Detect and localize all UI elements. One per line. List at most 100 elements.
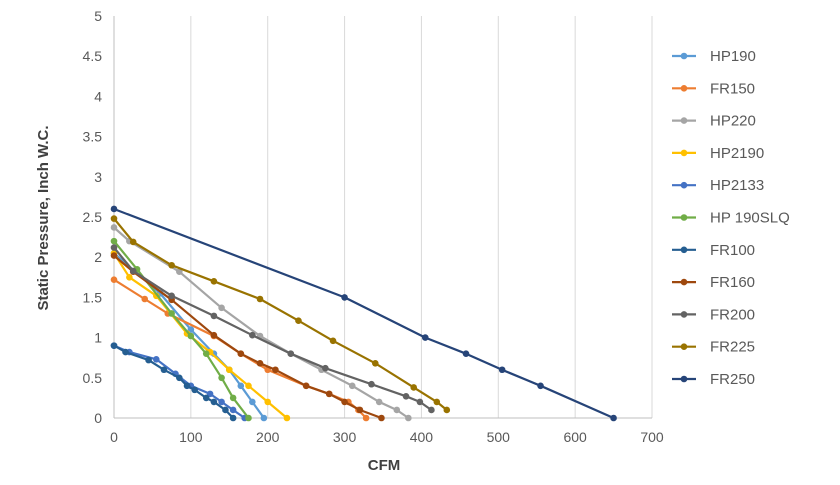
data-point bbox=[160, 366, 168, 374]
data-point bbox=[168, 292, 175, 300]
data-point bbox=[295, 317, 302, 325]
y-tick-label: 3.5 bbox=[83, 129, 103, 145]
data-point bbox=[245, 414, 252, 422]
data-point bbox=[202, 394, 210, 402]
data-point bbox=[210, 331, 218, 339]
legend-swatch-marker bbox=[680, 85, 688, 92]
legend-label: HP2190 bbox=[710, 145, 764, 162]
data-point bbox=[245, 382, 252, 390]
data-point bbox=[229, 406, 237, 414]
legend-item-hp2190: HP2190 bbox=[672, 145, 764, 162]
series-fr250 bbox=[110, 205, 617, 422]
data-point bbox=[210, 398, 218, 406]
data-point bbox=[210, 278, 218, 285]
data-point bbox=[176, 268, 183, 275]
series-line-fr225 bbox=[113, 217, 448, 411]
legend-swatch-marker bbox=[680, 181, 688, 189]
data-point bbox=[218, 374, 225, 382]
legend-label: HP190 bbox=[710, 48, 756, 65]
legend-item-fr200: FR200 bbox=[672, 306, 755, 323]
data-point bbox=[129, 267, 137, 275]
legend-label: HP 190SLQ bbox=[710, 210, 790, 227]
series-hp2190 bbox=[110, 249, 291, 422]
legend-swatch-marker bbox=[680, 311, 688, 318]
data-point bbox=[375, 398, 383, 406]
data-point bbox=[302, 382, 310, 390]
legend-item-hp190: HP190 bbox=[672, 48, 756, 65]
data-point bbox=[410, 384, 418, 391]
legend: HP190 FR150 HP220 HP2190 HP2133 HP 190SLQ FR10… bbox=[672, 48, 790, 388]
data-point bbox=[126, 274, 133, 281]
legend-swatch-marker bbox=[680, 214, 688, 221]
data-point bbox=[416, 398, 424, 406]
x-tick-label: 200 bbox=[256, 429, 280, 445]
legend-label: FR150 bbox=[710, 80, 755, 97]
data-point bbox=[498, 366, 506, 374]
x-axis-title: CFM bbox=[368, 457, 401, 474]
data-point bbox=[348, 382, 356, 390]
data-point bbox=[256, 360, 264, 367]
data-point bbox=[225, 366, 233, 374]
data-point bbox=[110, 224, 118, 231]
data-point bbox=[129, 238, 137, 246]
data-point bbox=[325, 390, 333, 398]
data-point bbox=[287, 350, 295, 357]
series-layer bbox=[110, 205, 617, 422]
data-point bbox=[168, 261, 175, 269]
data-point bbox=[329, 337, 337, 345]
data-point bbox=[421, 334, 429, 341]
legend-swatch-marker bbox=[680, 117, 688, 124]
data-point bbox=[110, 252, 118, 259]
data-point bbox=[362, 414, 370, 422]
data-point bbox=[229, 414, 237, 422]
data-point bbox=[202, 350, 210, 357]
x-tick-label: 300 bbox=[333, 429, 357, 445]
data-point bbox=[237, 382, 245, 390]
legend-swatch-marker bbox=[680, 149, 688, 157]
data-point bbox=[152, 356, 160, 363]
legend-item-fr150: FR150 bbox=[672, 80, 755, 97]
data-point bbox=[264, 398, 272, 406]
x-tick-label: 600 bbox=[563, 429, 587, 445]
data-point bbox=[378, 414, 385, 422]
data-point bbox=[356, 406, 364, 414]
y-tick-label: 4 bbox=[94, 88, 102, 104]
tick-layer: 0 100 200 300 400 500 600 700 0 0.5 1 1.5 2 2.5 3 3.5 4 4… bbox=[83, 8, 664, 445]
series-fr100 bbox=[110, 342, 237, 422]
data-point bbox=[141, 295, 149, 303]
data-point bbox=[433, 398, 441, 406]
data-point bbox=[218, 398, 225, 406]
legend-label: FR225 bbox=[710, 339, 755, 356]
data-point bbox=[110, 276, 118, 284]
data-point bbox=[249, 398, 256, 406]
legend-swatch-marker bbox=[680, 343, 688, 351]
series-fr200 bbox=[110, 244, 435, 414]
data-point bbox=[341, 294, 348, 301]
series-line-fr200 bbox=[113, 246, 433, 411]
legend-item-fr250: FR250 bbox=[672, 371, 755, 388]
data-point bbox=[229, 394, 237, 402]
legend-label: HP220 bbox=[710, 113, 756, 130]
data-point bbox=[372, 360, 379, 367]
x-tick-label: 500 bbox=[487, 429, 511, 445]
series-fr225 bbox=[110, 215, 451, 414]
legend-label: FR250 bbox=[710, 371, 755, 388]
y-tick-label: 1 bbox=[94, 330, 102, 346]
series-hp-190slq bbox=[110, 237, 252, 422]
data-point bbox=[145, 356, 152, 364]
data-point bbox=[405, 414, 412, 422]
data-point bbox=[256, 295, 264, 303]
series-line-fr150 bbox=[113, 278, 367, 419]
grid-layer bbox=[113, 16, 653, 419]
legend-item-fr100: FR100 bbox=[672, 242, 755, 259]
legend-item-hp2133: HP2133 bbox=[672, 177, 764, 194]
series-hp220 bbox=[110, 224, 412, 422]
data-point bbox=[187, 332, 195, 340]
data-point bbox=[110, 205, 118, 213]
y-tick-label: 2 bbox=[94, 249, 102, 265]
data-point bbox=[341, 398, 348, 406]
data-point bbox=[443, 406, 451, 414]
legend-swatch-marker bbox=[680, 246, 688, 254]
legend-label: FR200 bbox=[710, 306, 755, 323]
x-tick-label: 100 bbox=[179, 429, 203, 445]
